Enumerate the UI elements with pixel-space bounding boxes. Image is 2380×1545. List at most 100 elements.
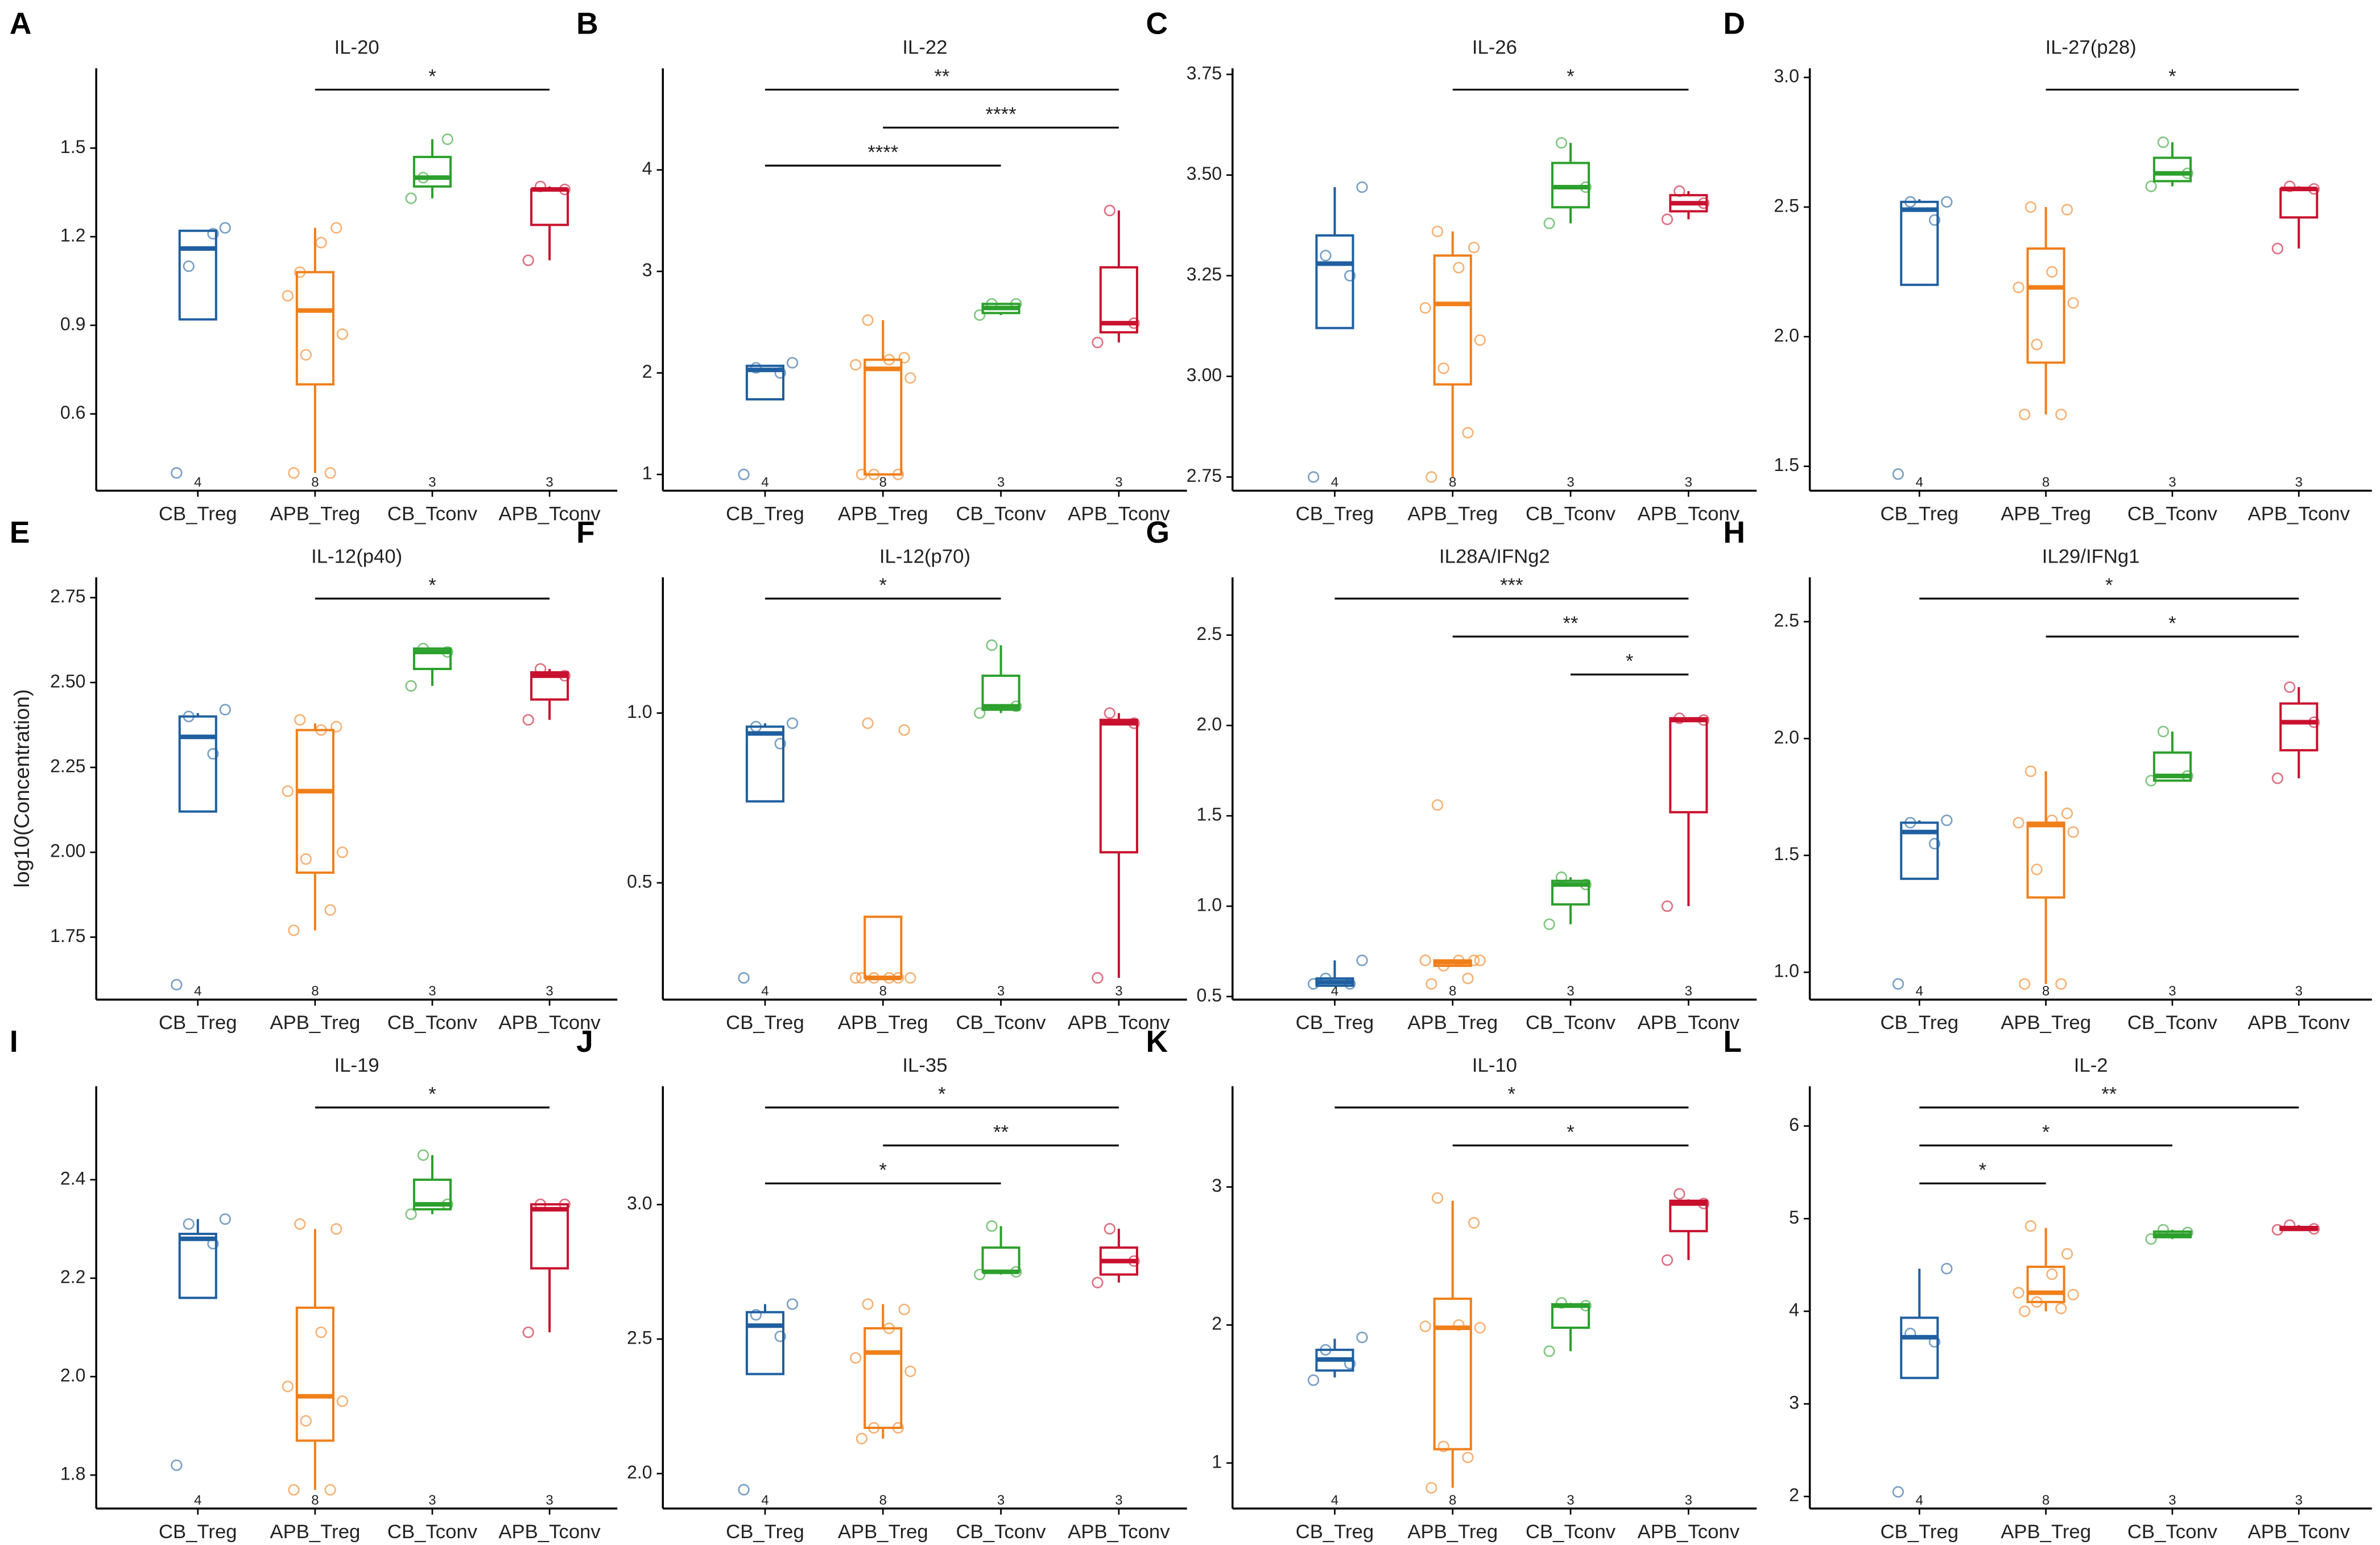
- significance-label: *: [1567, 65, 1575, 87]
- box: [178, 1233, 217, 1299]
- box: [2026, 821, 2065, 899]
- x-tick-label: CB_Treg: [159, 1521, 237, 1543]
- x-tick-label: CB_Tconv: [1526, 503, 1616, 525]
- data-point: [2308, 1223, 2320, 1235]
- y-tick-label: 2.0: [1197, 714, 1222, 734]
- data-point: [324, 904, 336, 916]
- data-point: [336, 1395, 349, 1407]
- n-label: 4: [761, 1493, 768, 1508]
- n-label: 4: [194, 984, 201, 999]
- x-tick-label: CB_Tconv: [1526, 1012, 1616, 1034]
- box: [863, 358, 903, 476]
- data-point: [2061, 807, 2073, 819]
- data-point: [2061, 204, 2073, 216]
- panel: F IL-12(p70) 0.5 1.0 CB_Treg 4 APB_Treg 8 CB_Tco…: [576, 516, 1187, 1034]
- data-point: [904, 1365, 916, 1377]
- y-tick-label: 2: [1789, 1485, 1799, 1505]
- data-point: [1462, 972, 1474, 985]
- x-tick-label: APB_Tconv: [1068, 503, 1170, 525]
- y-tick-label: 5: [1789, 1207, 1799, 1228]
- n-label: 4: [761, 475, 768, 490]
- y-tick-label: 2.75: [50, 586, 85, 606]
- data-point: [750, 721, 762, 733]
- box: [178, 229, 217, 321]
- box: [745, 725, 785, 803]
- panel-title: IL-10: [1472, 1055, 1517, 1076]
- panel-label: I: [10, 1025, 18, 1059]
- data-point: [2019, 978, 2031, 990]
- data-point: [282, 1381, 294, 1393]
- data-point: [1474, 955, 1486, 966]
- panel-title: IL29/IFNg1: [2042, 546, 2140, 567]
- n-label: 3: [2295, 475, 2303, 490]
- data-point: [2061, 1248, 2073, 1260]
- data-point: [559, 1199, 571, 1211]
- data-point: [1661, 213, 1674, 225]
- n-label: 3: [546, 984, 553, 999]
- panel-title: IL-27(p28): [2046, 37, 2137, 59]
- n-label: 3: [2295, 984, 2303, 999]
- y-tick-label: 1.0: [627, 701, 652, 722]
- data-point: [850, 972, 862, 984]
- panel-title: IL-26: [1472, 37, 1517, 59]
- data-point: [986, 298, 998, 310]
- box: [1900, 200, 1939, 286]
- data-point: [1674, 185, 1685, 197]
- data-point: [1462, 427, 1474, 439]
- data-point: [850, 359, 862, 371]
- n-label: 8: [879, 984, 887, 999]
- n-label: 3: [546, 1493, 553, 1508]
- data-point: [1543, 1345, 1555, 1357]
- significance-label: *: [428, 1084, 436, 1105]
- data-point: [288, 467, 300, 479]
- data-point: [522, 714, 534, 726]
- panel-label: C: [1146, 7, 1168, 41]
- data-point: [219, 1213, 232, 1225]
- panel: G IL28A/IFNg2 0.5 1.0 1.5 2.0 2.5 CB_Treg 4 APB_T…: [1146, 516, 1757, 1034]
- significance-label: *: [2168, 613, 2176, 634]
- x-tick-label: CB_Tconv: [387, 1012, 478, 1034]
- data-point: [2031, 338, 2043, 350]
- box: [295, 271, 334, 386]
- data-point: [1128, 717, 1140, 729]
- x-tick-label: APB_Tconv: [1068, 1012, 1170, 1034]
- x-tick-label: APB_Treg: [1407, 503, 1498, 525]
- data-point: [441, 646, 453, 658]
- data-point: [534, 663, 547, 675]
- x-tick-label: APB_Treg: [838, 1521, 928, 1543]
- n-label: 3: [1685, 1493, 1692, 1508]
- data-point: [1892, 468, 1904, 480]
- significance-label: *: [428, 65, 436, 87]
- box: [1433, 1298, 1472, 1451]
- n-label: 3: [1567, 475, 1574, 490]
- data-point: [892, 1422, 904, 1434]
- data-point: [171, 978, 183, 991]
- data-point: [892, 468, 904, 481]
- x-tick-label: APB_Treg: [2001, 1012, 2091, 1034]
- data-point: [1437, 960, 1449, 972]
- significance-label: **: [2101, 1084, 2117, 1105]
- data-point: [986, 639, 998, 651]
- data-point: [1356, 181, 1368, 193]
- data-point: [862, 717, 874, 729]
- panel-label: F: [576, 516, 595, 550]
- data-point: [1010, 1266, 1022, 1278]
- data-point: [1307, 471, 1320, 483]
- data-point: [1437, 1440, 1449, 1452]
- significance-label: *: [938, 1084, 946, 1105]
- data-point: [441, 133, 453, 145]
- x-tick-label: CB_Treg: [1880, 1012, 1958, 1034]
- data-point: [883, 354, 895, 366]
- x-tick-label: CB_Tconv: [1526, 1521, 1616, 1543]
- data-point: [1128, 1255, 1140, 1267]
- data-point: [2157, 725, 2170, 738]
- x-tick-label: CB_Tconv: [2127, 1521, 2218, 1543]
- significance-label: ****: [986, 104, 1017, 125]
- panel-label: H: [1723, 516, 1745, 550]
- data-point: [750, 1309, 762, 1321]
- x-tick-label: CB_Tconv: [387, 503, 478, 525]
- n-label: 8: [2042, 1493, 2050, 1508]
- n-label: 3: [2168, 475, 2176, 490]
- y-tick-label: 3.00: [1187, 365, 1222, 385]
- y-tick-label: 0.5: [1197, 985, 1222, 1005]
